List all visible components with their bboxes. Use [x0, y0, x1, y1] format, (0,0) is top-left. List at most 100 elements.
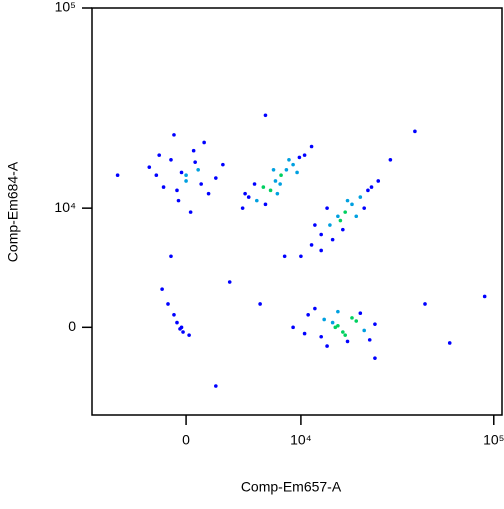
data-point: [263, 113, 268, 118]
data-point: [169, 157, 173, 162]
data-point: [160, 287, 164, 291]
data-point: [373, 322, 377, 326]
data-point: [172, 312, 176, 317]
data-point: [373, 356, 377, 360]
data-point: [287, 157, 291, 162]
data-point: [169, 254, 173, 259]
data-point: [362, 328, 366, 333]
data-point: [193, 160, 197, 164]
data-point: [284, 167, 289, 172]
data-point: [482, 294, 487, 299]
data-point: [279, 173, 283, 178]
data-point: [206, 191, 211, 196]
plot-frame: [91, 7, 503, 416]
data-point: [188, 210, 193, 214]
data-point: [291, 325, 295, 330]
x-tick-label: 10⁴: [290, 432, 312, 448]
data-point: [179, 325, 184, 330]
data-point: [258, 302, 262, 306]
y-tick-label: 0: [68, 318, 76, 334]
data-point: [214, 176, 218, 180]
data-point: [319, 334, 323, 339]
data-point: [271, 167, 276, 172]
data-point: [147, 165, 152, 169]
data-point: [354, 214, 359, 219]
data-point: [447, 341, 452, 345]
x-tick-label: 0: [182, 432, 190, 448]
data-point: [175, 188, 179, 193]
data-point: [369, 185, 374, 189]
data-point: [302, 153, 307, 157]
data-point: [299, 254, 303, 259]
data-point: [255, 198, 259, 203]
data-point: [302, 331, 307, 336]
data-point: [268, 188, 273, 193]
data-point: [336, 214, 340, 219]
data-point: [309, 243, 314, 247]
data-point: [343, 333, 348, 337]
data-point: [227, 280, 232, 284]
data-point: [313, 223, 317, 227]
data-point: [115, 173, 120, 178]
data-point: [172, 133, 176, 137]
data-point: [240, 206, 245, 210]
data-point: [309, 144, 314, 149]
data-point: [333, 325, 338, 330]
data-point: [252, 182, 257, 186]
data-point: [341, 330, 345, 334]
data-point: [214, 384, 218, 388]
data-point: [350, 316, 354, 320]
data-point: [261, 185, 266, 189]
data-point: [330, 320, 335, 325]
data-point: [319, 248, 323, 253]
data-point: [157, 153, 162, 157]
data-point: [184, 173, 188, 178]
data-point: [366, 188, 370, 193]
data-point: [184, 179, 188, 183]
data-point: [343, 210, 348, 214]
data-point: [295, 170, 299, 175]
data-point: [330, 237, 335, 242]
data-point: [196, 167, 200, 172]
data-point: [413, 129, 417, 134]
data-point: [325, 344, 329, 348]
data-point: [345, 339, 350, 344]
data-point: [275, 191, 280, 196]
data-point: [291, 162, 295, 167]
y-tick-label: 10⁴: [54, 199, 76, 215]
y-tick-label: 10⁵: [55, 0, 76, 15]
data-point: [358, 195, 363, 199]
data-point: [221, 162, 225, 167]
data-point: [423, 302, 427, 306]
data-point: [313, 306, 317, 311]
data-point: [187, 333, 191, 337]
data-point: [179, 170, 184, 175]
data-point: [191, 148, 196, 153]
data-point: [199, 182, 203, 186]
data-point: [166, 302, 170, 306]
data-point: [328, 223, 332, 227]
data-point: [278, 182, 282, 186]
data-point: [336, 309, 340, 314]
data-point: [246, 195, 251, 199]
data-point: [341, 227, 345, 232]
data-point: [350, 202, 354, 207]
y-axis-label: Comp-Em684-A: [5, 161, 21, 262]
x-axis-label: Comp-Em657-A: [241, 479, 342, 495]
x-tick-label: 10⁵: [483, 432, 504, 448]
data-point: [325, 206, 329, 210]
data-point: [181, 330, 185, 334]
data-point: [175, 320, 179, 325]
data-point: [336, 323, 340, 328]
data-point: [306, 312, 310, 317]
data-point: [161, 185, 166, 189]
data-point: [358, 311, 363, 316]
data-point: [367, 338, 372, 342]
data-point: [388, 157, 393, 162]
data-point: [345, 198, 350, 203]
data-point: [362, 206, 366, 210]
data-point: [202, 140, 206, 145]
data-point: [154, 173, 159, 178]
data-point: [263, 202, 268, 207]
